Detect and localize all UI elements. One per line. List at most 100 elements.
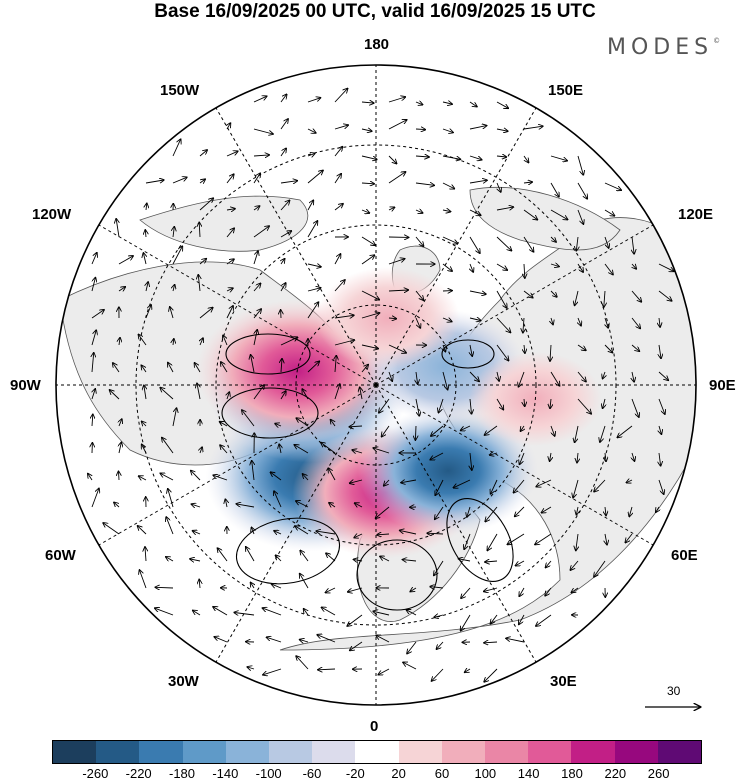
wind-vector [200,338,203,346]
wind-vector [213,475,228,481]
colorbar-swatch [657,741,702,763]
colorbar-tick-label: 180 [561,766,583,781]
wind-vector [276,555,282,562]
meridian-line [215,384,377,663]
wind-vector [197,384,200,400]
wind-vector [524,344,525,353]
colorbar-swatch [355,741,399,763]
wind-vector [172,177,187,184]
wind-vector [406,610,417,616]
colorbar-swatch [528,741,572,763]
lon-label-30e: 30E [550,673,577,690]
wind-vector [251,583,254,589]
wind-vector [334,125,348,130]
wind-vector [334,147,342,157]
wind-vector [515,506,525,516]
wind-vector [172,246,182,265]
wind-vector [142,422,146,427]
colorbar-tick-label: -140 [212,766,239,781]
wind-vector [496,156,506,157]
wind-vector [551,317,553,324]
wind-vector [464,533,471,549]
wind-vector [329,468,336,481]
wind-vector [294,445,309,454]
wind-vector [550,209,568,220]
wind-vector [519,614,525,624]
wind-vector [295,526,309,535]
wind-vector [545,587,552,596]
wind-vector [280,283,286,292]
wind-vector [575,290,579,305]
colorbar-swatch [96,741,140,763]
wind-vector [604,290,605,307]
wind-vector [352,450,363,453]
wind-vector [307,264,321,267]
wind-vector [226,306,233,319]
wind-vector [199,150,207,157]
wind-vector [524,398,525,406]
wind-vector [600,425,606,442]
wind-vector [573,479,579,498]
wind-vector [361,255,374,265]
wind-vector [379,398,390,413]
wind-vector [193,611,201,616]
wind-vector [632,371,634,382]
wind-vector [113,363,120,373]
wind-vector [253,206,260,210]
wind-vector [318,669,336,670]
wind-vector [484,587,498,591]
wind-vector [253,128,273,134]
wind-vector [350,641,363,650]
wind-vector [334,340,354,346]
wind-vector [496,207,513,210]
lon-label-180: 180 [364,36,390,53]
wind-vector [407,641,417,654]
wind-vector [361,344,378,349]
wind-vector [570,560,579,570]
wind-vector [190,559,201,561]
wind-vector [415,129,425,130]
wind-vector [296,418,309,427]
wind-vector [103,523,120,535]
wind-vector [632,452,635,461]
wind-vector [603,398,605,408]
wind-vector [307,153,315,156]
wind-vector [307,288,321,291]
polar-map [55,64,750,735]
wind-vector [360,387,362,400]
wind-vector [550,371,560,386]
wind-vector [334,384,340,400]
wind-vector [659,425,661,434]
wind-vector [496,344,509,361]
wind-vector [469,318,481,321]
wind-vector [119,419,122,427]
wind-vector [253,96,267,103]
wind-vector [140,570,147,589]
wind-vector [92,353,94,373]
wind-vector [329,503,336,507]
wind-vector [470,398,472,414]
wind-vector [145,180,164,184]
wind-vector [280,200,290,211]
wind-vector [442,129,453,133]
wind-vector [388,344,406,353]
wind-vector [496,263,507,270]
wind-vector [253,226,269,238]
wind-vector [415,183,434,185]
wind-vector [280,181,297,183]
colorbar-swatch [53,741,97,763]
wind-vector [523,317,524,333]
wind-vector [267,637,282,643]
wind-vector [430,587,444,588]
wind-vector [535,533,552,545]
wind-vector [576,236,578,251]
wind-vector [658,290,672,301]
wind-vector [373,611,390,616]
lon-label-150e: 150E [548,82,584,99]
wind-vector [523,126,543,129]
wind-vector [274,491,282,508]
wind-vector [388,290,408,291]
wind-vector [496,236,511,251]
wind-vector [300,640,309,642]
wind-vector [334,254,341,265]
